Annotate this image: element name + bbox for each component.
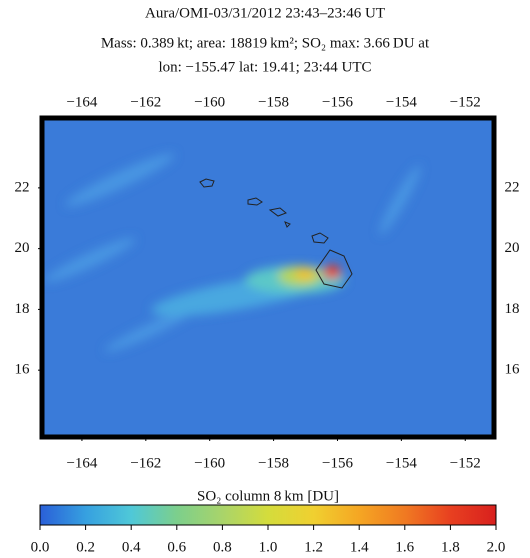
title-line: lon: −155.47 lat: 19.41; 23:44 UTC	[158, 59, 371, 75]
coastlines	[199, 178, 353, 289]
colorbar-tick-label: 0.0	[31, 539, 50, 555]
colorbar-tick-label: 1.2	[304, 539, 323, 555]
x-tick-label-bottom: −152	[450, 455, 481, 471]
colorbar-tick-label: 0.6	[167, 539, 186, 555]
y-tick-label-left: 20	[15, 240, 30, 256]
x-tick-label-top: −164	[66, 94, 97, 110]
colorbar-tick-label: 0.4	[122, 539, 141, 555]
colorbar-tick-label: 0.2	[76, 539, 95, 555]
x-tick-label-bottom: −162	[130, 455, 161, 471]
x-tick-label-bottom: −158	[258, 455, 289, 471]
x-tick-label-top: −152	[450, 94, 481, 110]
y-tick-label-right: 22	[505, 179, 520, 195]
x-tick-label-bottom: −156	[322, 455, 353, 471]
title-line: Mass: 0.389 kt; area: 18819 km²; SO₂ max…	[101, 35, 430, 51]
y-tick-label-left: 18	[15, 301, 30, 317]
so2-field	[42, 118, 494, 437]
x-tick-label-bottom: −154	[386, 455, 417, 471]
colorbar-tick-label: 2.0	[487, 539, 506, 555]
map-frame	[39, 115, 497, 440]
y-tick-label-right: 16	[505, 362, 521, 378]
colorbar-tick-label: 1.4	[350, 539, 369, 555]
x-tick-label-top: −162	[130, 94, 161, 110]
x-tick-label-top: −154	[386, 94, 417, 110]
colorbar-tick-label: 1.0	[259, 539, 278, 555]
title-line: Aura/OMI-03/31/2012 23:43–23:46 UT	[145, 5, 385, 21]
y-tick-label-right: 18	[505, 301, 520, 317]
colorbar-tick-label: 1.8	[441, 539, 460, 555]
colorbar-tick-label: 0.8	[213, 539, 232, 555]
y-tick-label-left: 22	[15, 179, 30, 195]
field-texture	[44, 153, 421, 352]
x-tick-label-bottom: −160	[194, 455, 225, 471]
colorbar-tick-label: 1.6	[395, 539, 414, 555]
x-tick-label-top: −156	[322, 94, 353, 110]
x-tick-label-top: −160	[194, 94, 225, 110]
colorbar	[39, 504, 497, 526]
y-tick-label-right: 20	[505, 240, 520, 256]
x-tick-label-top: −158	[258, 94, 289, 110]
colorbar-label: SO₂ column 8 km [DU]	[197, 488, 339, 504]
x-tick-label-bottom: −164	[66, 455, 97, 471]
y-tick-label-left: 16	[15, 362, 31, 378]
